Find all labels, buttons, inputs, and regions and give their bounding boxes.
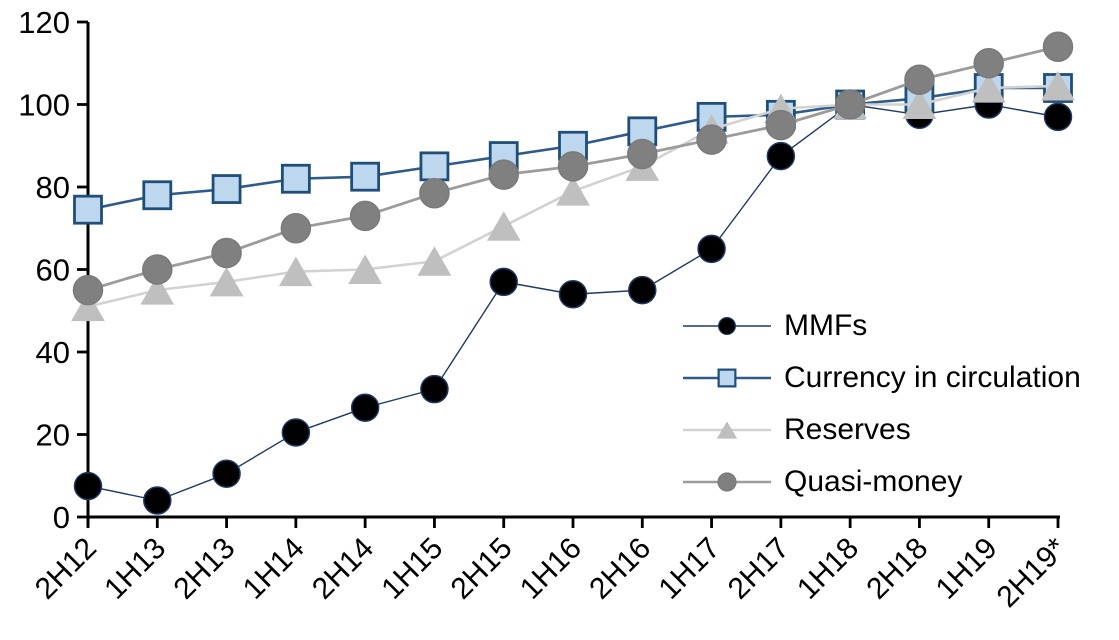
x-tick-label: 2H19*: [991, 531, 1074, 614]
mmfs-legend-marker-icon: [683, 317, 771, 335]
legend-label: Quasi-money: [784, 465, 963, 498]
series-quasi-money: [72, 31, 1074, 306]
x-tick-label: 2H14: [306, 532, 380, 606]
x-tick-label: 1H19: [930, 532, 1004, 606]
x-tick-label: 1H13: [98, 532, 172, 606]
reserves-legend-marker-icon: [683, 421, 771, 439]
legend-item-reserves: Reserves: [683, 404, 1081, 456]
y-tick-label: 20: [36, 418, 70, 453]
x-tick-label: 2H15: [445, 532, 519, 606]
x-tick-label: 2H12: [29, 532, 103, 606]
legend-item-quasi-money: Quasi-money: [683, 456, 1081, 508]
quasi-money-legend-marker-icon: [683, 472, 771, 492]
y-tick-label: 0: [53, 500, 70, 535]
legend-label: Reserves: [784, 413, 911, 446]
y-tick-label: 120: [18, 5, 70, 40]
chart-legend: MMFs Currency in circulation Reserves Quasi…: [683, 300, 1081, 508]
legend-label: MMFs: [784, 309, 868, 342]
x-tick-label: 1H15: [375, 532, 449, 606]
x-tick-label: 2H13: [167, 532, 241, 606]
y-tick-label: 60: [36, 253, 70, 288]
currency-in-circulation-legend-marker-icon: [683, 368, 771, 388]
x-tick-label: 1H18: [791, 532, 865, 606]
x-tick-label: 1H14: [237, 532, 311, 606]
legend-item-currency-in-circulation: Currency in circulation: [683, 352, 1081, 404]
x-tick-label: 1H17: [652, 532, 726, 606]
y-tick-label: 40: [36, 335, 70, 370]
x-tick-label: 2H17: [722, 532, 796, 606]
x-axis-ticks: 2H121H132H131H142H141H152H151H162H161H17…: [29, 517, 1073, 614]
legend-label: Currency in circulation: [784, 361, 1081, 394]
y-axis-ticks: 0 20 40 60 80 100 120: [18, 5, 88, 535]
x-tick-label: 2H16: [583, 532, 657, 606]
y-tick-label: 100: [18, 88, 70, 123]
x-tick-label: 2H18: [860, 532, 934, 606]
y-tick-label: 80: [36, 170, 70, 205]
x-tick-label: 1H16: [514, 532, 588, 606]
legend-item-mmfs: MMFs: [683, 300, 1081, 352]
